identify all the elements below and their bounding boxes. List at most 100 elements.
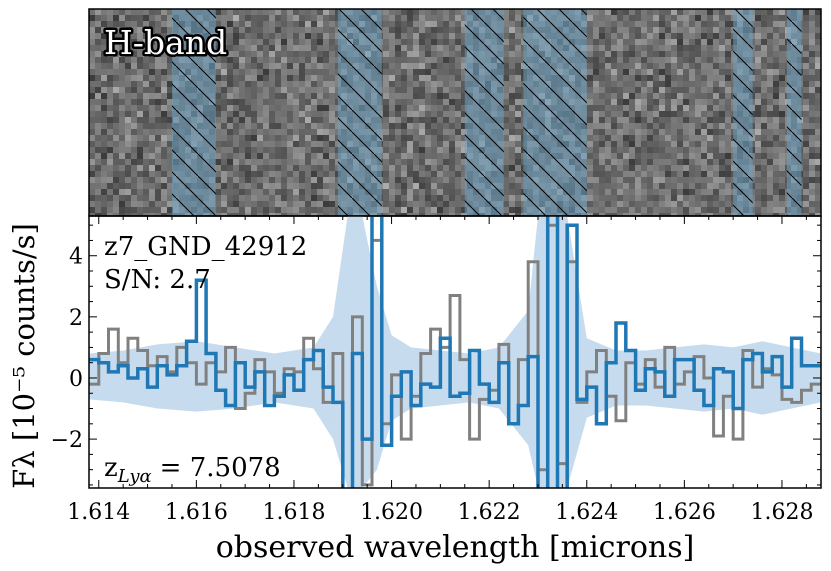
spectrum-pixel xyxy=(401,195,407,201)
spectrum-pixel xyxy=(413,153,419,159)
spectrum-pixel xyxy=(659,27,665,33)
spectrum-pixel xyxy=(149,111,155,117)
spectrum-pixel xyxy=(383,201,389,207)
spectrum-pixel xyxy=(695,81,701,87)
spectrum-pixel xyxy=(413,39,419,45)
spectrum-pixel xyxy=(125,57,131,63)
spectrum-pixel xyxy=(281,75,287,81)
spectrum-pixel xyxy=(599,147,605,153)
spectrum-pixel xyxy=(245,147,251,153)
spectrum-pixel xyxy=(671,39,677,45)
spectrum-pixel xyxy=(437,27,443,33)
spectrum-pixel xyxy=(125,129,131,135)
spectrum-pixel xyxy=(281,189,287,195)
spectrum-pixel xyxy=(803,201,809,207)
spectrum-pixel xyxy=(719,45,725,51)
spectrum-pixel xyxy=(305,135,311,141)
spectrum-pixel xyxy=(233,111,239,117)
spectrum-pixel xyxy=(425,87,431,93)
spectrum-pixel xyxy=(413,99,419,105)
spectrum-pixel xyxy=(689,135,695,141)
spectrum-pixel xyxy=(239,15,245,21)
spectrum-pixel xyxy=(671,177,677,183)
spectrum-pixel xyxy=(233,63,239,69)
spectrum-pixel xyxy=(233,123,239,129)
spectrum-pixel xyxy=(437,21,443,27)
spectrum-pixel xyxy=(635,213,641,216)
spectrum-pixel xyxy=(725,189,731,195)
spectrum-pixel xyxy=(305,87,311,93)
spectrum-pixel xyxy=(215,213,221,216)
spectrum-pixel xyxy=(101,195,107,201)
spectrum-pixel xyxy=(233,93,239,99)
spectrum-pixel xyxy=(215,189,221,195)
spectrum-pixel xyxy=(107,63,113,69)
x-tick-label: 1.626 xyxy=(653,500,716,525)
spectrum-pixel xyxy=(143,171,149,177)
spectrum-pixel xyxy=(677,63,683,69)
spectrum-pixel xyxy=(149,117,155,123)
spectrum-pixel xyxy=(431,171,437,177)
spectrum-pixel xyxy=(443,177,449,183)
spectrum-pixel xyxy=(227,135,233,141)
spectrum-pixel xyxy=(239,21,245,27)
spectrum-pixel xyxy=(281,147,287,153)
spectrum-pixel xyxy=(227,105,233,111)
spectrum-pixel xyxy=(89,69,95,75)
masked-region-hatch xyxy=(337,9,382,216)
spectrum-pixel xyxy=(227,129,233,135)
spectrum-pixel xyxy=(809,165,815,171)
spectrum-pixel xyxy=(617,159,623,165)
spectrum-pixel xyxy=(443,135,449,141)
spectrum-pixel xyxy=(293,195,299,201)
spectrum-pixel xyxy=(635,93,641,99)
spectrum-pixel xyxy=(515,33,521,39)
spectrum-pixel xyxy=(149,51,155,57)
spectrum-pixel xyxy=(653,57,659,63)
spectrum-pixel xyxy=(281,27,287,33)
spectrum-pixel xyxy=(401,141,407,147)
spectrum-pixel xyxy=(509,141,515,147)
spectrum-pixel xyxy=(407,93,413,99)
spectrum-pixel xyxy=(257,177,263,183)
spectrum-pixel xyxy=(389,135,395,141)
spectrum-pixel xyxy=(659,87,665,93)
spectrum-pixel xyxy=(689,213,695,216)
spectrum-pixel xyxy=(461,141,467,147)
spectrum-pixel xyxy=(101,9,107,15)
spectrum-pixel xyxy=(509,147,515,153)
spectrum-pixel xyxy=(695,45,701,51)
spectrum-pixel xyxy=(719,183,725,189)
spectrum-pixel xyxy=(455,177,461,183)
spectrum-pixel xyxy=(455,99,461,105)
spectrum-pixel xyxy=(293,45,299,51)
spectrum-pixel xyxy=(251,135,257,141)
spectrum-pixel xyxy=(611,27,617,33)
spectrum-pixel xyxy=(149,93,155,99)
spectrum-pixel xyxy=(605,117,611,123)
spectrum-pixel xyxy=(95,123,101,129)
spectrum-pixel xyxy=(269,111,275,117)
spectrum-pixel xyxy=(119,81,125,87)
spectrum-pixel xyxy=(809,33,815,39)
spectrum-pixel xyxy=(413,33,419,39)
spectrum-pixel xyxy=(779,99,785,105)
spectrum-pixel xyxy=(659,33,665,39)
spectrum-pixel xyxy=(149,21,155,27)
spectrum-pixel xyxy=(143,63,149,69)
spectrum-pixel xyxy=(143,69,149,75)
spectrum-pixel xyxy=(107,189,113,195)
spectrum-pixel xyxy=(395,147,401,153)
spectrum-pixel xyxy=(275,213,281,216)
spectrum-pixel xyxy=(383,183,389,189)
spectrum-pixel xyxy=(647,201,653,207)
x-axis-ticks: 1.614 1.616 1.618 1.620 1.622 1.624 1.626 1.628 xyxy=(67,216,813,525)
spectrum-pixel xyxy=(443,141,449,147)
spectrum-pixel xyxy=(251,27,257,33)
spectrum-pixel xyxy=(689,147,695,153)
spectrum-pixel xyxy=(293,207,299,213)
spectrum-pixel xyxy=(407,27,413,33)
spectrum-pixel xyxy=(587,201,593,207)
spectrum-pixel xyxy=(611,189,617,195)
